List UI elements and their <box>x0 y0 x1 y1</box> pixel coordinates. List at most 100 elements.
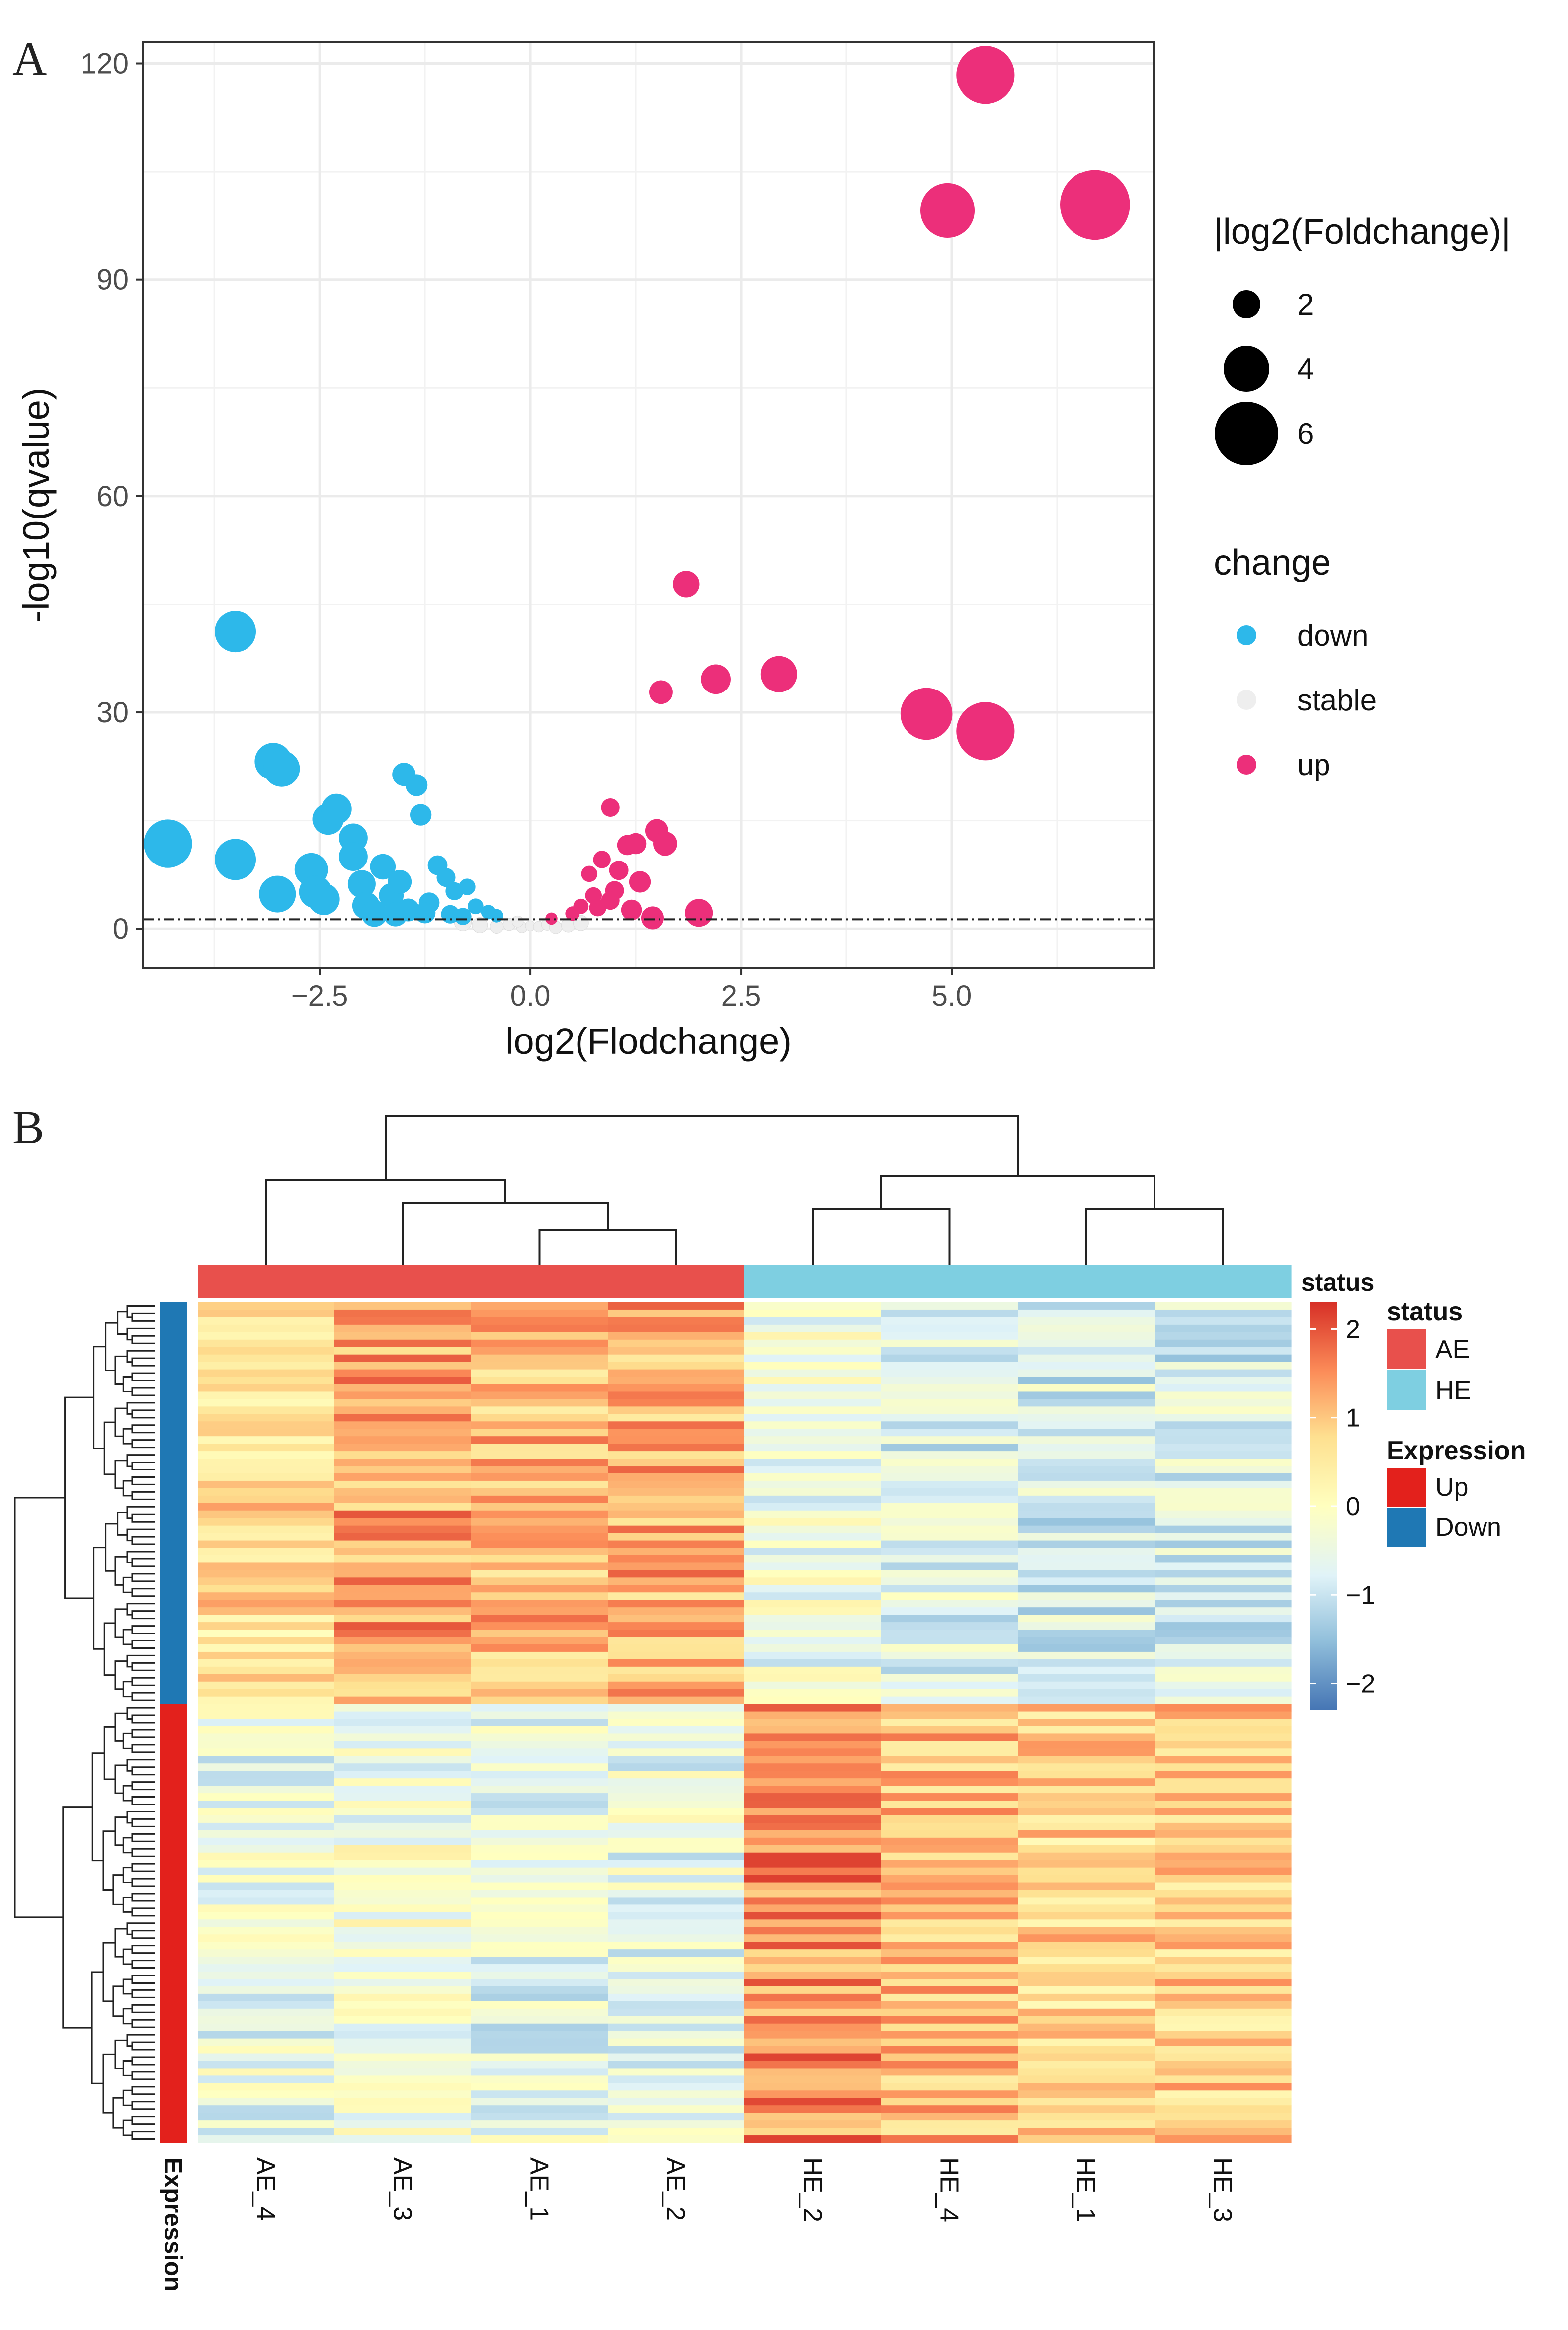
heatmap-cell <box>744 2090 882 2098</box>
stable-legend-key <box>1237 690 1256 710</box>
row-dendrogram-link <box>114 1407 127 1437</box>
heatmap-cell <box>471 1459 608 1467</box>
heatmap-cell <box>608 2090 745 2098</box>
heatmap-cell <box>608 1324 745 1333</box>
heatmap-cell <box>198 1354 335 1363</box>
heatmap-cell <box>198 1942 335 1950</box>
heatmap-cell <box>608 2023 745 2032</box>
up-point <box>545 912 558 925</box>
color-legend-title: change <box>1214 543 1331 583</box>
heatmap-cell <box>471 1518 608 1526</box>
heatmap-cell <box>608 1882 745 1891</box>
heatmap-cell <box>1018 1793 1155 1801</box>
y-tick-label: 120 <box>81 48 129 80</box>
heatmap-cell <box>744 1845 882 1853</box>
column-dendrogram <box>265 1115 1224 1265</box>
row-dendrogram-link <box>122 2089 132 2106</box>
heatmap-cell <box>198 2061 335 2069</box>
heatmap-cell <box>744 1347 882 1355</box>
heatmap-cell <box>881 1510 1018 1519</box>
heatmap-cell <box>334 2098 472 2106</box>
heatmap-cell <box>744 1733 882 1741</box>
heatmap-cell <box>608 2031 745 2039</box>
expression-legend-key-down <box>1387 1508 1426 1547</box>
heatmap-cell <box>471 1324 608 1333</box>
heatmap-cell <box>198 1444 335 1452</box>
status-annotation-label: status <box>1301 1268 1374 1296</box>
heatmap-cell <box>1155 1362 1292 1370</box>
heatmap-cell <box>1155 2038 1292 2047</box>
heatmap-cell <box>608 1451 745 1459</box>
heatmap-cell <box>881 1429 1018 1437</box>
heatmap-cell <box>1155 1666 1292 1675</box>
heatmap-cell <box>881 1466 1018 1474</box>
heatmap-cell <box>1155 1696 1292 1705</box>
heatmap-cell <box>744 1711 882 1720</box>
row-dendrogram-link <box>103 1622 115 1676</box>
heatmap-cell <box>334 1904 472 1912</box>
row-dendrogram-link <box>131 1818 155 1827</box>
heatmap-cell <box>608 1845 745 1853</box>
heatmap-cell <box>1155 2113 1292 2121</box>
heatmap-cell <box>881 1444 1018 1452</box>
heatmap-cell <box>608 1429 745 1437</box>
heatmap-cell <box>198 2038 335 2047</box>
heatmap-cell <box>881 1332 1018 1340</box>
heatmap-cell <box>1018 1801 1155 1809</box>
heatmap-cell <box>744 1444 882 1452</box>
heatmap-cell <box>334 2061 472 2069</box>
row-dendrogram-link <box>126 2034 155 2047</box>
heatmap-cell <box>198 2075 335 2083</box>
heatmap-cell <box>1155 1473 1292 1481</box>
heatmap-cell <box>198 2113 335 2121</box>
heatmap-cell <box>608 2120 745 2128</box>
row-dendrogram-link <box>131 1907 155 1917</box>
heatmap-cell <box>744 1540 882 1549</box>
row-dendrogram-link <box>131 2056 155 2066</box>
heatmap-cell <box>744 1406 882 1414</box>
heatmap-cell <box>881 1391 1018 1400</box>
row-dendrogram-link <box>131 1536 155 1545</box>
heatmap-cell <box>1018 1659 1155 1667</box>
heatmap-cell <box>198 1488 335 1496</box>
heatmap-cell <box>744 1763 882 1771</box>
heatmap-cell <box>471 1302 608 1310</box>
heatmap-cell <box>198 1666 335 1675</box>
heatmap-cell <box>881 2090 1018 2098</box>
row-dendrogram-link <box>114 1608 127 1638</box>
heatmap-cell <box>1018 1719 1155 1727</box>
row-dendrogram-link <box>126 1922 155 1935</box>
heatmap-cell <box>608 1927 745 1935</box>
heatmap-cell <box>1018 1488 1155 1496</box>
heatmap-cell <box>198 1845 335 1853</box>
heatmap-cell <box>471 1651 608 1660</box>
heatmap-cell <box>881 2075 1018 2083</box>
heatmap-cell <box>881 1414 1018 1422</box>
heatmap-cell <box>744 1927 882 1935</box>
heatmap-cell <box>1155 2090 1292 2098</box>
x-tick-label: −2.5 <box>291 980 348 1012</box>
heatmap-cell <box>881 1518 1018 1526</box>
expression-legend-label: Up <box>1435 1473 1468 1502</box>
heatmap-cell <box>744 1615 882 1623</box>
heatmap-cell <box>744 2075 882 2083</box>
heatmap-cell <box>1018 1562 1155 1571</box>
heatmap-cell <box>608 2083 745 2091</box>
heatmap-cell <box>608 1473 745 1481</box>
row-dendrogram-link <box>91 1971 103 2084</box>
status-cell-AE <box>334 1265 472 1298</box>
up-point <box>760 656 797 692</box>
heatmap-cell <box>1018 2068 1155 2076</box>
heatmap-cell <box>881 1993 1018 2002</box>
heatmap-cell <box>1018 1391 1155 1400</box>
row-dendrogram-link <box>131 1476 155 1485</box>
heatmap-cell <box>881 1555 1018 1563</box>
heatmap-cell <box>744 1384 882 1392</box>
heatmap-cell <box>334 1801 472 1809</box>
heatmap-cell <box>334 1964 472 1972</box>
row-dendrogram-link <box>114 1460 127 1489</box>
heatmap-cell <box>1155 1414 1292 1422</box>
heatmap-cell <box>608 2128 745 2136</box>
row-dendrogram-link <box>131 2019 155 2028</box>
heatmap-cell <box>198 2098 335 2106</box>
